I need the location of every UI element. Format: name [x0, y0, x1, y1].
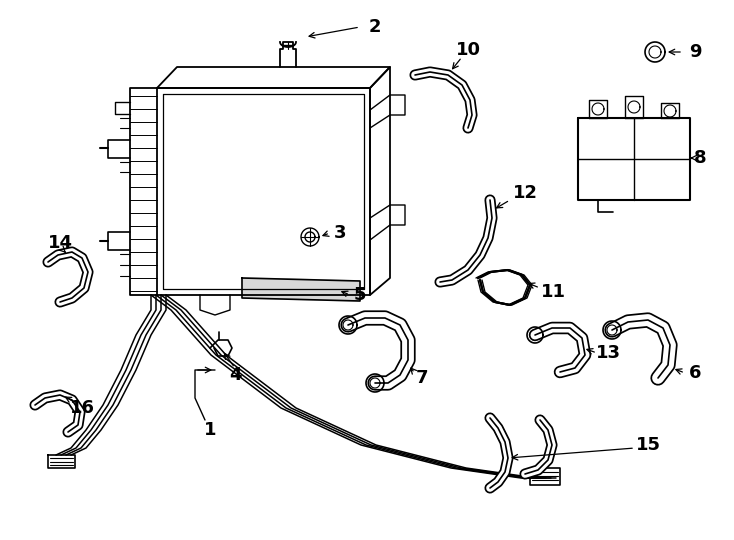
Text: 14: 14 [48, 234, 73, 252]
Text: 11: 11 [540, 283, 565, 301]
Polygon shape [157, 88, 370, 295]
Text: 12: 12 [512, 184, 537, 202]
Text: 2: 2 [368, 18, 381, 36]
Polygon shape [625, 96, 643, 118]
Text: 15: 15 [636, 436, 661, 454]
Text: 4: 4 [229, 366, 241, 384]
Text: 1: 1 [204, 421, 217, 439]
Polygon shape [589, 100, 607, 118]
Text: 9: 9 [688, 43, 701, 61]
Polygon shape [661, 103, 679, 118]
Text: 7: 7 [415, 369, 428, 387]
Polygon shape [48, 455, 75, 468]
Text: 16: 16 [70, 399, 95, 417]
Text: 10: 10 [456, 41, 481, 59]
Text: 3: 3 [334, 224, 346, 242]
Text: 5: 5 [354, 286, 366, 304]
Polygon shape [578, 118, 690, 200]
Polygon shape [370, 67, 390, 295]
Polygon shape [157, 67, 390, 88]
Polygon shape [530, 468, 560, 485]
Text: 13: 13 [595, 344, 620, 362]
Text: 8: 8 [694, 149, 706, 167]
Polygon shape [242, 278, 360, 301]
Text: 6: 6 [688, 364, 701, 382]
Polygon shape [645, 42, 665, 62]
